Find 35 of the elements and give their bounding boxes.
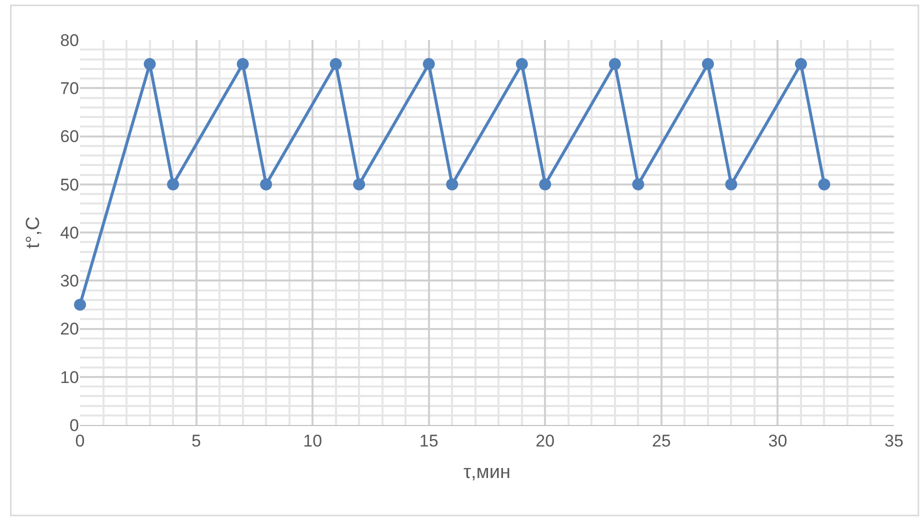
y-tick-label: 30	[60, 272, 79, 291]
x-axis-title: τ,мин	[464, 462, 510, 484]
point	[144, 58, 156, 70]
x-tick-label: 15	[419, 431, 438, 450]
x-tick-label: 25	[652, 431, 671, 450]
point	[539, 178, 552, 190]
y-tick-label: 50	[60, 175, 79, 194]
point	[446, 178, 458, 190]
point	[236, 58, 249, 70]
point	[608, 58, 621, 70]
x-tick-label: 35	[884, 431, 904, 450]
point	[794, 58, 807, 70]
point	[632, 178, 644, 190]
point	[260, 178, 272, 190]
x-tick-label: 20	[536, 431, 555, 450]
x-tick-label: 5	[192, 431, 202, 450]
point	[516, 58, 528, 70]
x-tick-label: 10	[303, 431, 322, 450]
point	[725, 178, 738, 190]
y-tick-label: 0	[70, 416, 79, 435]
point	[422, 58, 435, 70]
y-tick-label: 80	[60, 30, 79, 50]
x-tick-label: 30	[768, 431, 788, 450]
point	[167, 178, 180, 190]
point	[702, 58, 714, 70]
point	[330, 58, 342, 70]
y-tick-label: 60	[60, 127, 79, 146]
point	[818, 178, 830, 190]
y-tick-label: 40	[60, 223, 79, 242]
y-axis-title: t°,С	[22, 216, 44, 248]
y-tick-label: 10	[60, 368, 79, 387]
y-tick-label: 70	[60, 79, 79, 98]
point	[353, 178, 366, 190]
y-tick-label: 20	[60, 320, 79, 339]
point	[74, 298, 86, 311]
